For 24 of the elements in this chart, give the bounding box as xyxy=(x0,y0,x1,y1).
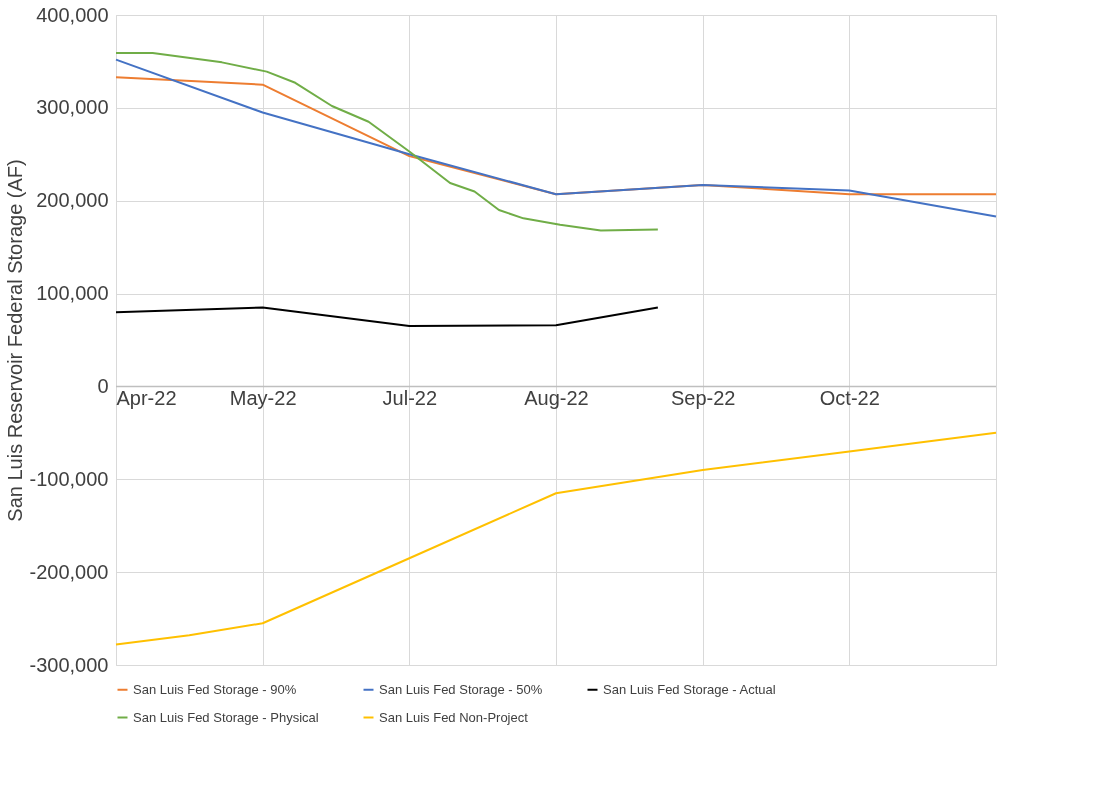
y-tick-label: 400,000 xyxy=(36,3,109,26)
y-tick-label: -300,000 xyxy=(29,653,109,676)
x-tick-label: Aug-22 xyxy=(524,386,589,409)
x-tick-label: May-22 xyxy=(229,386,297,409)
y-tick-label: 200,000 xyxy=(36,189,109,212)
legend-label: San Luis Fed Storage - Actual xyxy=(603,681,776,697)
line-series xyxy=(115,306,659,328)
legend-label: San Luis Fed Storage - 50% xyxy=(379,681,543,697)
legend-label: San Luis Fed Non-Project xyxy=(379,709,529,725)
y-tick-label: -200,000 xyxy=(29,560,109,583)
line-series xyxy=(115,431,997,646)
line-series xyxy=(115,52,659,232)
y-axis-title: San Luis Reservoir Federal Storage (AF) xyxy=(3,159,26,522)
legend-label: San Luis Fed Storage - 90% xyxy=(133,681,297,697)
y-tick-label: 100,000 xyxy=(36,282,109,305)
line-series xyxy=(115,58,997,218)
x-tick-label: Jul-22 xyxy=(382,386,438,409)
y-tick-label: 300,000 xyxy=(36,96,109,119)
x-tick-label: Sep-22 xyxy=(670,386,736,409)
x-tick-label: Apr-22 xyxy=(116,386,177,409)
y-tick-label: 0 xyxy=(97,374,109,397)
x-tick-label: Oct-22 xyxy=(819,386,880,409)
y-tick-label: -100,000 xyxy=(29,467,109,490)
legend-label: San Luis Fed Storage - Physical xyxy=(133,709,319,725)
